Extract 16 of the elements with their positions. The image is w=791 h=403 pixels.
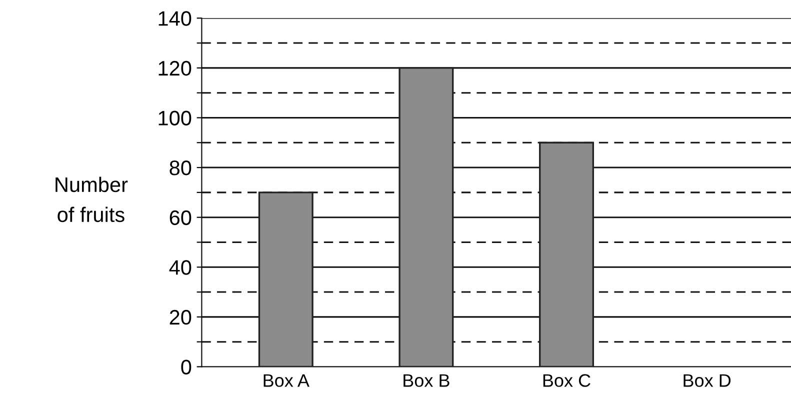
x-tick-label: Box B [404, 374, 450, 387]
y-tick-label: 40 [169, 260, 192, 275]
y-axis-title: Number of fruits [56, 176, 128, 222]
y-tick-label: 60 [170, 210, 192, 226]
x-tick-label: Box D [684, 374, 731, 387]
bar [539, 142, 594, 367]
y-tick-label: 0 [181, 360, 192, 374]
x-tick-label: Box A [264, 374, 310, 387]
bar [398, 67, 454, 367]
x-tick-label: Box C [543, 374, 590, 387]
y-tick-label: 80 [170, 160, 192, 176]
y-tick-label: 100 [158, 110, 192, 126]
y-tick-label: 20 [170, 310, 192, 325]
y-tick-label: 140 [158, 11, 192, 26]
bar [258, 192, 314, 367]
y-tick-label: 120 [158, 60, 192, 76]
